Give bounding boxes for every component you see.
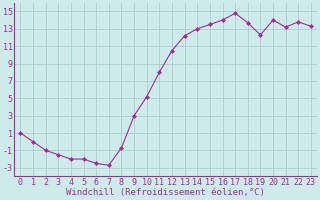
- X-axis label: Windchill (Refroidissement éolien,°C): Windchill (Refroidissement éolien,°C): [66, 188, 265, 197]
